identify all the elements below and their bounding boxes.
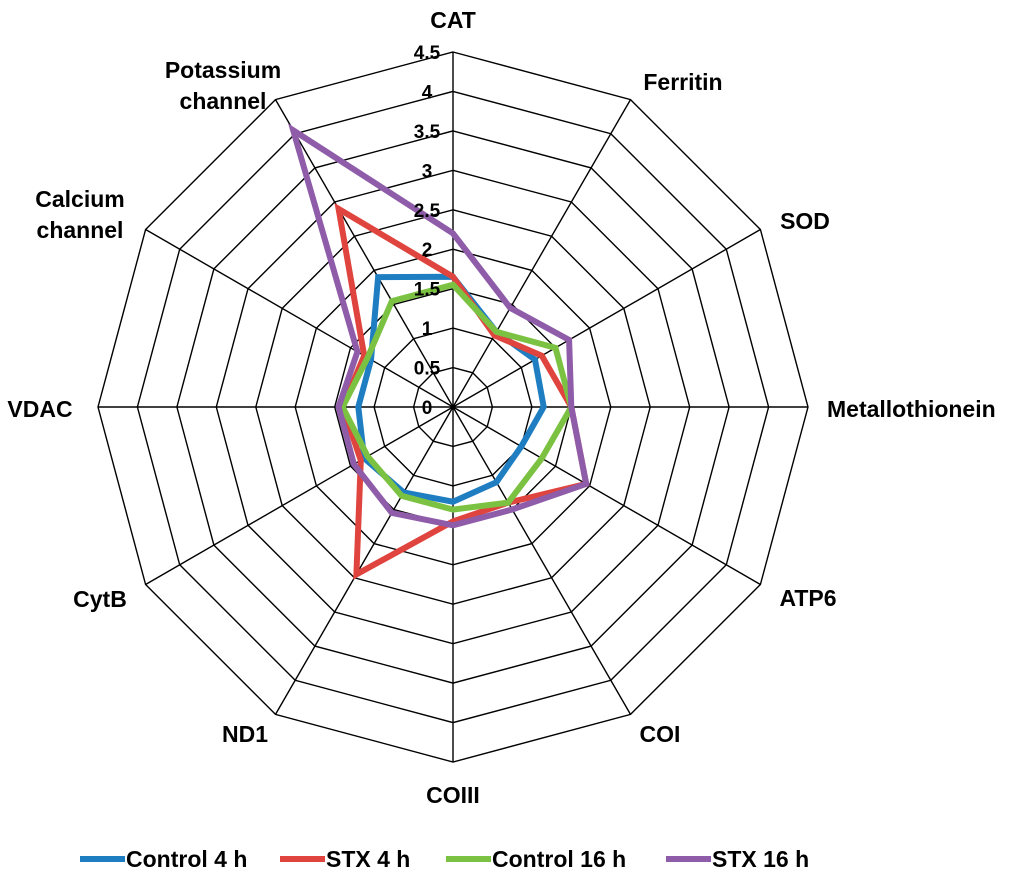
tick-label: 3.5 — [414, 122, 441, 143]
tick-label: 3 — [422, 161, 433, 182]
grid-spoke — [145, 228, 454, 408]
tick-label: 1 — [422, 319, 433, 340]
radar-spokes — [98, 52, 808, 762]
axis-label: COIII — [426, 782, 480, 808]
axis-label: VDAC — [7, 396, 72, 422]
tick-label: 0.5 — [414, 359, 441, 380]
series-line — [288, 123, 590, 529]
tick-label: 1.5 — [414, 280, 441, 301]
tick-label: 4 — [422, 82, 433, 103]
grid-spoke — [452, 406, 761, 586]
legend-item: Control 4 h — [80, 846, 247, 872]
tick-label: 2.5 — [414, 201, 441, 222]
radar-axis-labels: CAT Ferritin SOD Metallothionein ATP6 COI COII… — [7, 7, 995, 808]
legend-label: STX 16 h — [712, 846, 809, 872]
chart-legend: Control 4 h STX 4 h Control 16 h STX 16 h — [80, 846, 809, 872]
tick-label: 0 — [422, 398, 433, 419]
axis-label: Ferritin — [643, 69, 722, 95]
axis-label: CAT — [430, 7, 476, 33]
radar-series — [288, 123, 590, 580]
axis-label: Metallothionein — [827, 396, 996, 422]
legend-item: Control 16 h — [446, 846, 626, 872]
legend-label: Control 16 h — [492, 846, 626, 872]
grid-spoke — [274, 99, 454, 408]
grid-spoke — [452, 406, 632, 715]
grid-spoke — [274, 406, 454, 715]
axis-label: CytB — [73, 586, 127, 612]
legend-label: Control 4 h — [126, 846, 247, 872]
legend-item: STX 16 h — [666, 846, 809, 872]
grid-spoke — [452, 228, 761, 408]
axis-label: SOD — [780, 208, 830, 234]
tick-label: 4.5 — [414, 43, 441, 64]
series-line — [334, 202, 590, 580]
legend-item: STX 4 h — [280, 846, 410, 872]
axis-label: Potassium channel — [165, 57, 281, 114]
axis-label: COI — [640, 721, 681, 747]
series-line — [355, 273, 547, 505]
axis-label: Calcium channel — [35, 186, 124, 243]
axis-label: ATP6 — [779, 585, 836, 611]
grid-spoke — [145, 406, 454, 586]
grid-spoke — [452, 99, 632, 408]
axis-label: ND1 — [222, 721, 268, 747]
tick-label: 2 — [422, 240, 433, 261]
series-line — [339, 281, 575, 513]
radar-tick-labels: 0 0.5 1 1.5 2 2.5 3 3.5 4 4.5 — [414, 43, 441, 419]
legend-label: STX 4 h — [326, 846, 410, 872]
